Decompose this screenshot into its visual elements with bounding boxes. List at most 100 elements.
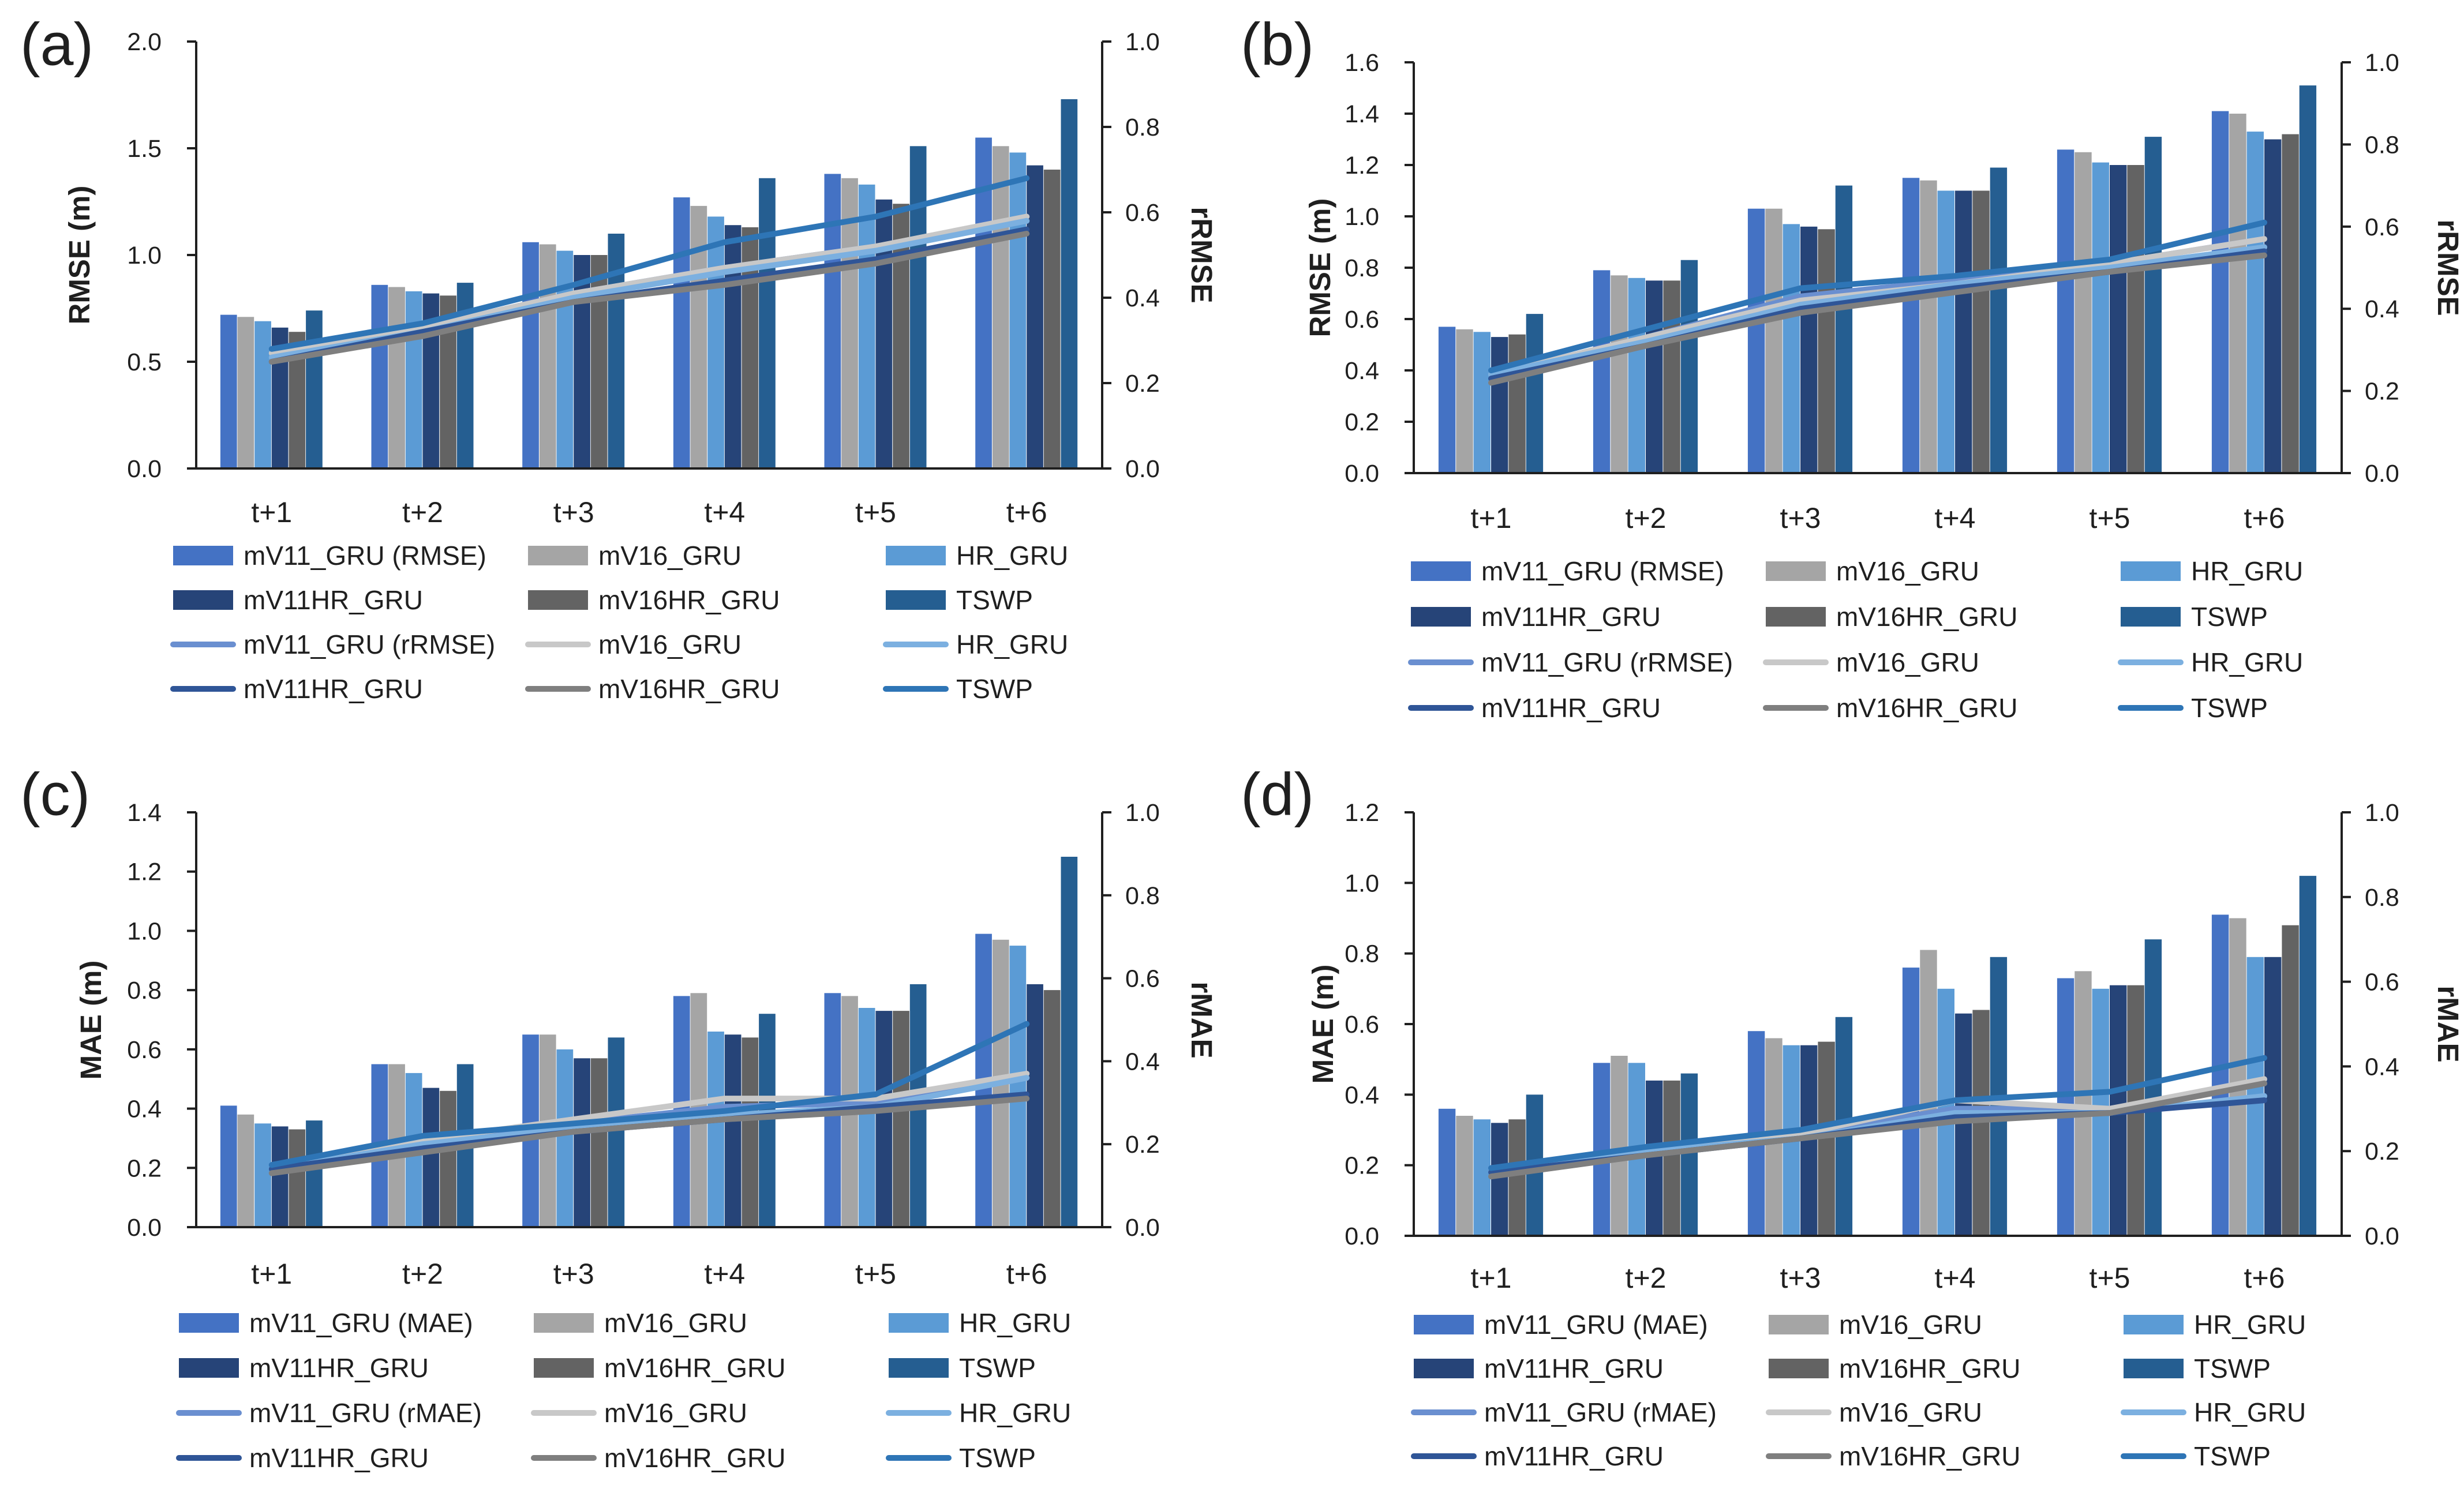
y2-tick-label: 1.0 <box>1125 28 1160 56</box>
legend-label: TSWP <box>2191 602 2268 632</box>
bar-mV16_GRU-t+1 <box>1456 1116 1473 1236</box>
bar-mV16HR_GRU-t+1 <box>1508 1119 1526 1236</box>
y-tick-label: 0.2 <box>1345 408 1379 436</box>
legend-label: mV11HR_GRU <box>249 1443 429 1473</box>
bar-mV16_GRU-t+1 <box>237 1114 254 1227</box>
bar-mV11HR_GRU-t+5 <box>2110 165 2127 473</box>
y-tick-label: 0.6 <box>1345 306 1379 333</box>
bar-HR_GRU-t+2 <box>405 291 422 468</box>
legend-label: TSWP <box>2194 1353 2271 1383</box>
x-category-label: t+3 <box>553 496 594 528</box>
bar-mV16HR_GRU-t+2 <box>1663 1080 1680 1236</box>
legend-swatch-mV11HR_GRU <box>173 590 233 610</box>
legend-label: mV11_GRU (RMSE) <box>244 541 486 571</box>
y-tick-label: 1.5 <box>127 135 162 163</box>
panel-d: (d) 0.0 0.2 0.4 0.6 0.8 1.0 1.2 0.0 0.2 0.4 0.6 0.8 1… <box>1241 761 2464 1471</box>
legend-swatch-mV16HR_GRU <box>1769 1359 1829 1378</box>
x-category-label: t+3 <box>553 1258 594 1290</box>
bar-mV16HR_GRU-t+3 <box>590 1058 608 1227</box>
bar-mV11_GRU-t+6 <box>2211 111 2229 474</box>
legend-swatch-mV11_GRU <box>1411 561 1471 581</box>
legend-swatch-mV11HR_GRU <box>179 1358 239 1378</box>
legend-label: mV11_GRU (MAE) <box>249 1308 473 1338</box>
legend-label: mV11_GRU (rMAE) <box>249 1398 482 1428</box>
bar-TSWP-t+6 <box>2299 85 2317 474</box>
y2-tick-label: 0.0 <box>1125 1214 1160 1242</box>
y-tick-label: 0.4 <box>127 1096 162 1123</box>
bar-mV11HR_GRU-t+5 <box>875 1011 893 1227</box>
y2-axis-title: rRMSE <box>2432 219 2464 316</box>
y-axis-title: MAE (m) <box>74 961 107 1080</box>
legend-label: TSWP <box>959 1443 1036 1473</box>
legend-label: mV11HR_GRU <box>1481 693 1661 723</box>
x-category-label: t+1 <box>251 496 292 528</box>
bar-mV16HR_GRU-t+3 <box>1818 229 1835 473</box>
bar-HR_GRU-t+5 <box>858 1008 875 1227</box>
bar-mV11_GRU-t+6 <box>2211 914 2229 1236</box>
y-tick-label: 0.0 <box>127 455 162 483</box>
x-category-label: t+3 <box>1780 502 1821 534</box>
bar-HR_GRU-t+1 <box>1473 332 1491 474</box>
bar-mV11HR_GRU-t+1 <box>1491 1123 1508 1236</box>
bar-mV11HR_GRU-t+2 <box>1646 1080 1663 1236</box>
legend-swatch-TSWP <box>886 590 946 610</box>
y2-tick-label: 0.0 <box>1125 455 1160 483</box>
y-tick-label: 0.6 <box>1345 1011 1379 1038</box>
y2-tick-label: 1.0 <box>2365 49 2399 77</box>
x-category-label: t+4 <box>704 496 745 528</box>
bar-HR_GRU-t+1 <box>254 321 271 468</box>
x-category-label: t+1 <box>1471 502 1512 534</box>
legend-swatch-mV16HR_GRU <box>534 1358 594 1378</box>
legend-swatch-mV16_GRU <box>534 1313 594 1333</box>
legend: mV11_GRU (MAE) mV16_GRU HR_GRU mV11HR_GRU mV… <box>176 1308 1071 1473</box>
y2-tick-label: 0.4 <box>2365 1053 2399 1081</box>
bar-mV16_GRU-t+5 <box>2074 152 2092 474</box>
bar-HR_GRU-t+6 <box>2246 132 2264 474</box>
x-category-label: t+3 <box>1780 1262 1821 1294</box>
y2-axis-title: rMAE <box>2432 985 2464 1062</box>
y-tick-label: 0.8 <box>127 977 162 1004</box>
line-line_mV16HR_GRU <box>1488 1080 2267 1180</box>
legend-swatch-mV11HR_GRU <box>1414 1359 1474 1378</box>
bar-mV16_GRU-t+2 <box>388 287 405 468</box>
x-category-label: t+6 <box>2244 1262 2285 1294</box>
bar-mV11_GRU-t+1 <box>1438 327 1456 473</box>
line-line_TSWP <box>268 175 1030 352</box>
panel-b: (b) 0.0 0.2 0.4 0.6 0.8 1.0 1.2 1.4 1.6 0.0 0.2 0.4 0… <box>1241 11 2464 723</box>
bar-mV11HR_GRU-t+1 <box>271 1126 289 1227</box>
bar-HR_GRU-t+3 <box>1783 224 1800 473</box>
bar-mV16HR_GRU-t+4 <box>1972 190 1990 473</box>
legend-label: mV16HR_GRU <box>604 1353 785 1383</box>
y2-tick-label: 0.4 <box>2365 295 2399 323</box>
y2-tick-label: 0.2 <box>1125 1131 1160 1158</box>
bar-mV16HR_GRU-t+6 <box>1043 990 1061 1227</box>
x-category-label: t+2 <box>1626 502 1667 534</box>
bar-mV11_GRU-t+5 <box>824 174 841 468</box>
x-category-label: t+5 <box>2089 502 2130 534</box>
y-tick-label: 0.2 <box>127 1154 162 1182</box>
bar-mV16HR_GRU-t+6 <box>2282 134 2299 474</box>
bar-TSWP-t+2 <box>1680 1073 1698 1236</box>
bar-mV16_GRU-t+6 <box>2229 918 2246 1236</box>
y2-tick-label: 0.6 <box>2365 213 2399 241</box>
legend-label: mV11HR_GRU <box>1484 1441 1664 1471</box>
legend-swatch-mV16HR_GRU <box>1766 607 1826 627</box>
x-category-label: t+6 <box>1006 1258 1047 1290</box>
bar-mV11_GRU-t+4 <box>1902 968 1920 1236</box>
legend-label: TSWP <box>2191 693 2268 723</box>
y2-tick-label: 1.0 <box>2365 799 2399 827</box>
bar-TSWP-t+3 <box>1835 185 1853 473</box>
bar-HR_GRU-t+1 <box>1473 1119 1491 1236</box>
bar-mV16_GRU-t+5 <box>2074 971 2092 1236</box>
legend-label: TSWP <box>2194 1441 2271 1471</box>
bar-mV11HR_GRU-t+2 <box>422 1088 440 1227</box>
legend-label: mV11HR_GRU <box>1484 1353 1664 1383</box>
legend-swatch-HR_GRU <box>2121 561 2181 581</box>
legend-swatch-mV16_GRU <box>1766 561 1826 581</box>
y2-tick-label: 0.4 <box>1125 284 1160 312</box>
line-line_mV16HR_GRU <box>1488 252 2267 386</box>
bar-TSWP-t+6 <box>1061 857 1078 1227</box>
